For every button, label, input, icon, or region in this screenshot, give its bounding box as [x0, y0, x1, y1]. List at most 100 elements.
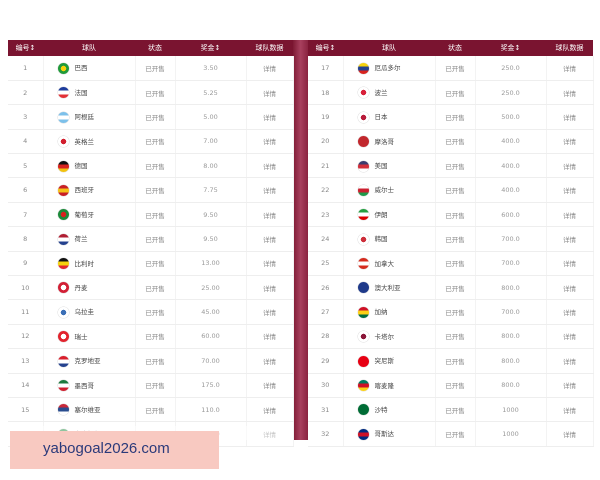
detail-link[interactable]: 详情 [246, 299, 294, 325]
table-row: 30 喀麦隆 已开售 800.0 详情 [308, 373, 594, 398]
serbia-flag-icon [57, 404, 69, 416]
team-name: 巴西 [74, 64, 88, 73]
header-prize[interactable]: 奖金↕ [175, 40, 246, 56]
team-cell: 阿根廷 [43, 104, 136, 130]
row-number: 26 [308, 275, 344, 301]
row-number: 25 [308, 251, 344, 277]
header-status: 状态 [435, 40, 475, 56]
team-name: 法国 [74, 88, 88, 97]
status-cell: 已开售 [435, 80, 476, 106]
detail-link[interactable]: 详情 [546, 202, 594, 228]
belgium-flag-icon [57, 258, 69, 270]
prize-cell: 800.0 [475, 275, 547, 301]
team-name: 厄瓜多尔 [374, 64, 401, 73]
team-cell: 日本 [343, 104, 436, 130]
status-cell: 已开售 [435, 275, 476, 301]
detail-link[interactable]: 详情 [246, 373, 294, 398]
detail-link[interactable]: 详情 [246, 153, 294, 179]
prize-cell: 800.0 [475, 324, 547, 350]
team-cell: 卡塔尔 [343, 324, 436, 350]
table-row: 22 威尔士 已开售 400.0 详情 [308, 177, 594, 203]
detail-link[interactable]: 详情 [546, 177, 594, 203]
row-number: 14 [8, 373, 44, 398]
switzerland-flag-icon [57, 331, 69, 343]
prize-cell: 3.50 [175, 56, 247, 81]
detail-link[interactable]: 详情 [546, 275, 594, 301]
team-cell: 荷兰 [43, 226, 136, 252]
table-row: 20 摩洛哥 已开售 400.0 详情 [308, 129, 594, 155]
detail-link[interactable]: 详情 [246, 104, 294, 130]
detail-link[interactable]: 详情 [246, 275, 294, 301]
prize-cell: 13.00 [175, 251, 247, 277]
row-number: 5 [8, 153, 44, 179]
detail-link[interactable]: 详情 [546, 421, 594, 447]
prize-cell: 250.0 [475, 56, 547, 81]
detail-link[interactable]: 详情 [246, 56, 294, 81]
detail-link[interactable]: 详情 [246, 348, 294, 374]
team-name: 澳大利亚 [374, 283, 401, 292]
table-row: 15 塞尔维亚 已开售 110.0 详情 [8, 397, 294, 423]
row-number: 28 [308, 324, 344, 350]
watermark: yabogoal2026.com [10, 431, 219, 469]
teams-table-right: 编号↕ 球队 状态 奖金↕ 球队数据 17 厄瓜多尔 已开售 250.0 详情 1… [308, 40, 594, 447]
header-team-data: 球队数据 [246, 40, 293, 56]
prize-cell: 175.0 [175, 373, 247, 398]
table-row: 2 法国 已开售 5.25 详情 [8, 80, 294, 106]
detail-link[interactable]: 详情 [246, 397, 294, 423]
detail-link[interactable]: 详情 [246, 80, 294, 106]
detail-link[interactable]: 详情 [546, 80, 594, 106]
detail-link[interactable]: 详情 [546, 348, 594, 374]
team-cell: 沙特 [343, 397, 436, 423]
status-cell: 已开售 [135, 56, 176, 81]
team-name: 摩洛哥 [374, 137, 395, 146]
detail-link[interactable]: 详情 [546, 324, 594, 350]
detail-link[interactable]: 详情 [246, 251, 294, 277]
team-name: 沙特 [374, 405, 388, 414]
team-name: 葡萄牙 [74, 210, 95, 219]
team-name: 瑞士 [74, 332, 88, 341]
team-name: 哥斯达 [374, 430, 395, 439]
table-row: 7 葡萄牙 已开售 9.50 详情 [8, 202, 294, 228]
detail-link[interactable]: 详情 [246, 129, 294, 155]
detail-link[interactable]: 详情 [246, 177, 294, 203]
detail-link[interactable]: 详情 [546, 397, 594, 423]
morocco-flag-icon [357, 136, 369, 148]
table-row: 19 日本 已开售 500.0 详情 [308, 104, 594, 130]
detail-link[interactable]: 详情 [246, 226, 294, 252]
detail-link[interactable]: 详情 [546, 153, 594, 179]
brazil-flag-icon [57, 62, 69, 74]
team-name: 阿根廷 [74, 113, 95, 122]
poland-flag-icon [357, 87, 369, 99]
detail-link[interactable]: 详情 [546, 56, 594, 81]
prize-cell: 800.0 [475, 348, 547, 374]
team-name: 突尼斯 [374, 357, 395, 366]
prize-cell: 110.0 [175, 397, 247, 423]
detail-link[interactable]: 详情 [546, 251, 594, 277]
detail-link[interactable]: 详情 [546, 226, 594, 252]
prize-cell: 500.0 [475, 104, 547, 130]
status-cell: 已开售 [435, 129, 476, 155]
team-name: 加拿大 [374, 259, 395, 268]
row-number: 22 [308, 177, 344, 203]
team-name: 荷兰 [74, 235, 88, 244]
team-cell: 墨西哥 [43, 373, 136, 398]
prize-cell: 7.75 [175, 177, 247, 203]
header-number[interactable]: 编号↕ [308, 40, 343, 56]
header-number[interactable]: 编号↕ [8, 40, 43, 56]
team-name: 英格兰 [74, 137, 95, 146]
korea-flag-icon [357, 233, 369, 245]
detail-link[interactable]: 详情 [546, 299, 594, 325]
detail-link[interactable]: 详情 [246, 324, 294, 350]
table-row: 13 克罗地亚 已开售 70.00 详情 [8, 348, 294, 374]
header-prize[interactable]: 奖金↕ [475, 40, 546, 56]
detail-link[interactable]: 详情 [546, 104, 594, 130]
mexico-flag-icon [57, 380, 69, 392]
detail-link[interactable]: 详情 [546, 373, 594, 398]
team-name: 威尔士 [374, 186, 395, 195]
status-cell: 已开售 [435, 373, 476, 398]
detail-link[interactable]: 详情 [246, 202, 294, 228]
row-number: 23 [308, 202, 344, 228]
detail-link[interactable]: 详情 [546, 129, 594, 155]
prize-cell: 70.00 [175, 348, 247, 374]
status-cell: 已开售 [135, 373, 176, 398]
